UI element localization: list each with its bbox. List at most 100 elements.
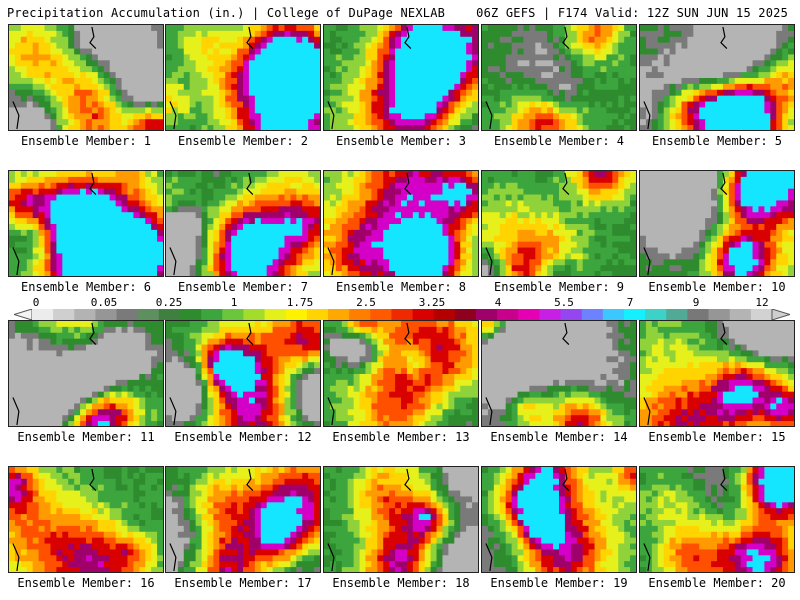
colorbar-tick-label: 2.5 [356,296,376,309]
colorbar-swatch [243,309,265,320]
ensemble-member-panel: Ensemble Member: 5 [639,24,795,157]
ensemble-member-panel: Ensemble Member: 10 [639,170,795,303]
colorbar-swatch [74,309,96,320]
ensemble-member-label: Ensemble Member: 2 [177,134,309,148]
colorbar-swatch [708,309,731,320]
colorbar-swatch [624,309,646,320]
colorbar-swatch [497,309,519,320]
colorbar-swatch [412,309,435,320]
colorbar-swatch [201,309,223,320]
ensemble-member-panel: Ensemble Member: 17 [165,466,321,599]
precip-map [639,24,795,131]
coastline-outline [12,468,97,572]
coastline-outline [327,172,412,276]
coastline-outline [169,26,254,130]
colorbar-swatch [729,309,752,320]
ensemble-member-panel: Ensemble Member: 7 [165,170,321,303]
colorbar-tick-label: 4 [494,296,502,309]
precip-map [323,170,479,277]
precip-map [323,320,479,427]
ensemble-member-label: Ensemble Member: 14 [490,430,628,444]
colorbar-swatch [116,309,139,320]
colorbar-swatch [518,309,540,320]
precip-map [165,320,321,427]
precip-map [8,320,164,427]
colorbar-swatch [539,309,561,320]
colorbar-swatch [222,309,244,320]
precip-map [323,466,479,573]
precip-map [639,466,795,573]
colorbar-labels: 0 0.05 0.25 1 1.75 2.5 3.25 4 5.5 7 9 12 [14,296,790,309]
colorbar-swatch [285,309,308,320]
ensemble-member-label: Ensemble Member: 11 [17,430,155,444]
colorbar-swatch [645,309,667,320]
colorbar-tick-label: 0.25 [155,296,183,309]
precip-map [639,320,795,427]
coastline-outline [12,322,97,426]
colorbar-swatch [454,309,477,320]
colorbar-legend: 0 0.05 0.25 1 1.75 2.5 3.25 4 5.5 7 9 12 [14,296,790,320]
colorbar-tick-label: 7 [626,296,634,309]
ensemble-member-panel: Ensemble Member: 3 [323,24,479,157]
colorbar-swatch [476,309,498,320]
colorbar-swatch [95,309,117,320]
colorbar-swatch [433,309,456,320]
ensemble-member-panel: Ensemble Member: 14 [481,320,637,453]
coastline-outline [485,468,570,572]
precip-map [481,466,637,573]
ensemble-member-label: Ensemble Member: 19 [490,576,628,590]
colorbar-tick-label: 5.5 [554,296,574,309]
coastline-outline [643,172,728,276]
ensemble-member-label: Ensemble Member: 18 [332,576,470,590]
ensemble-member-label: Ensemble Member: 10 [648,280,786,294]
colorbar-tick-label: 0.05 [90,296,118,309]
colorbar-swatch [264,309,287,320]
ensemble-member-label: Ensemble Member: 9 [493,280,625,294]
ensemble-member-panel: Ensemble Member: 19 [481,466,637,599]
colorbar-tick-label: 12 [755,296,769,309]
precip-map [8,466,164,573]
ensemble-member-label: Ensemble Member: 12 [174,430,312,444]
ensemble-member-label: Ensemble Member: 1 [20,134,152,148]
coastline-outline [643,468,728,572]
colorbar-swatch [328,309,350,320]
precip-map [481,320,637,427]
colorbar-swatch [602,309,625,320]
valid-time: 06Z GEFS | F174 Valid: 12Z SUN JUN 15 20… [476,6,788,20]
ensemble-member-panel: Ensemble Member: 18 [323,466,479,599]
ensemble-member-panel: Ensemble Member: 11 [8,320,164,453]
ensemble-member-label: Ensemble Member: 15 [648,430,786,444]
colorbar-swatch [560,309,583,320]
precip-map [323,24,479,131]
ensemble-member-label: Ensemble Member: 17 [174,576,312,590]
coastline-outline [643,322,728,426]
precip-map [165,170,321,277]
ensemble-member-panel: Ensemble Member: 1 [8,24,164,157]
coastline-outline [169,468,254,572]
ensemble-member-label: Ensemble Member: 4 [493,134,625,148]
ensemble-member-panel: Ensemble Member: 6 [8,170,164,303]
coastline-outline [12,172,97,276]
coastline-outline [327,468,412,572]
coastline-outline [485,26,570,130]
ensemble-member-panel: Ensemble Member: 8 [323,170,479,303]
colorbar-swatch [370,309,392,320]
ensemble-member-panel: Ensemble Member: 13 [323,320,479,453]
ensemble-member-panel: Ensemble Member: 4 [481,24,637,157]
ensemble-member-label: Ensemble Member: 16 [17,576,155,590]
coastline-outline [485,172,570,276]
colorbar-tick-label: 3.25 [418,296,446,309]
colorbar-swatch [750,309,773,320]
ensemble-member-panel: Ensemble Member: 16 [8,466,164,599]
coastline-outline [169,172,254,276]
colorbar-swatch [666,309,688,320]
ensemble-member-panel: Ensemble Member: 9 [481,170,637,303]
colorbar-tick-label: 1.75 [286,296,314,309]
ensemble-member-label: Ensemble Member: 6 [20,280,152,294]
coastline-outline [643,26,728,130]
colorbar-swatch [53,309,75,320]
ensemble-member-label: Ensemble Member: 8 [335,280,467,294]
ensemble-member-panel: Ensemble Member: 2 [165,24,321,157]
colorbar-swatch [306,309,329,320]
ensemble-member-label: Ensemble Member: 13 [332,430,470,444]
